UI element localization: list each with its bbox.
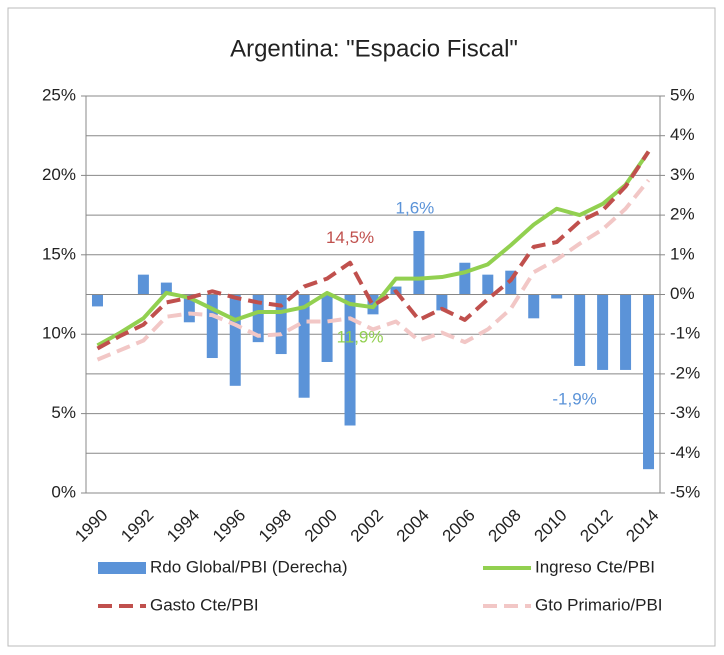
y-tick-label: 10% xyxy=(42,324,76,343)
y2-tick-label: -3% xyxy=(670,403,700,422)
bar xyxy=(620,294,632,370)
bar xyxy=(413,230,425,295)
legend-label: Gasto Cte/PBI xyxy=(150,595,259,614)
bar xyxy=(206,294,218,359)
y2-tick-label: -4% xyxy=(670,443,700,462)
legend-swatch xyxy=(98,562,146,574)
legend-label: Gto Primario/PBI xyxy=(535,595,663,614)
data-label: -1,9% xyxy=(552,389,596,408)
data-label: 14,5% xyxy=(326,228,374,247)
y2-tick-label: 1% xyxy=(670,244,695,263)
bar xyxy=(528,294,540,319)
y-tick-label: 25% xyxy=(42,85,76,104)
bar xyxy=(459,262,471,295)
y-tick-label: 15% xyxy=(42,244,76,263)
bar xyxy=(643,294,655,470)
data-label: 1,6% xyxy=(396,198,435,217)
bar xyxy=(91,294,103,307)
bar xyxy=(298,294,310,398)
y2-tick-label: 5% xyxy=(670,85,695,104)
y2-tick-label: 4% xyxy=(670,125,695,144)
y2-tick-label: 3% xyxy=(670,165,695,184)
bar xyxy=(321,294,333,362)
y2-tick-label: -1% xyxy=(670,324,700,343)
y-tick-label: 20% xyxy=(42,165,76,184)
bar xyxy=(252,294,264,343)
y2-tick-label: -2% xyxy=(670,363,700,382)
bar xyxy=(137,274,149,295)
bar xyxy=(160,282,172,295)
bar xyxy=(344,294,356,426)
bar xyxy=(482,274,494,295)
legend-label: Rdo Global/PBI (Derecha) xyxy=(150,557,347,576)
y2-tick-label: -5% xyxy=(670,482,700,501)
line-series xyxy=(96,178,651,362)
y2-tick-label: 0% xyxy=(670,284,695,303)
y2-tick-label: 2% xyxy=(670,205,695,224)
legend-label: Ingreso Cte/PBI xyxy=(535,557,655,576)
data-label: 11,9% xyxy=(337,328,384,347)
bar xyxy=(183,294,195,323)
bar xyxy=(574,294,586,366)
chart-title: Argentina: "Espacio Fiscal" xyxy=(230,35,518,62)
bar xyxy=(436,294,448,311)
bar xyxy=(275,294,287,355)
bar xyxy=(551,294,563,299)
bar xyxy=(597,294,609,370)
y-tick-label: 5% xyxy=(51,403,76,422)
bar xyxy=(229,294,241,386)
y-tick-label: 0% xyxy=(51,482,76,501)
line-series xyxy=(96,150,651,351)
